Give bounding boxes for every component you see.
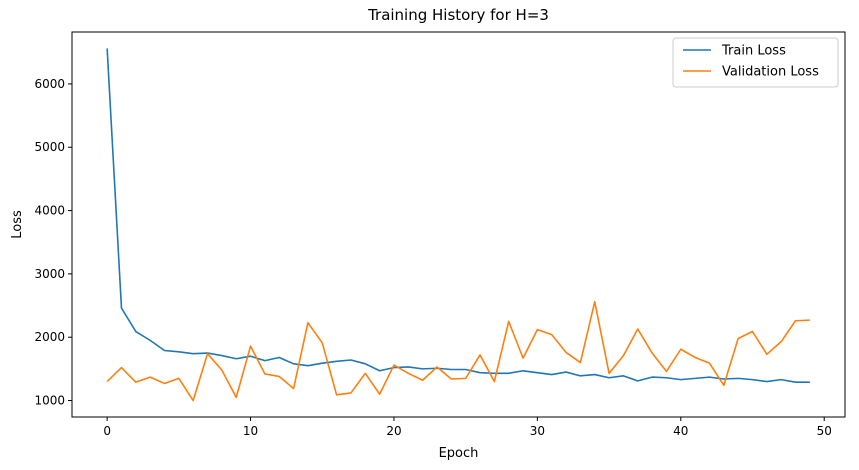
- y-tick-label: 6000: [34, 77, 65, 91]
- series-line-0: [106, 48, 810, 383]
- legend: Train Loss Validation Loss: [672, 37, 839, 88]
- series-line-1: [106, 300, 810, 402]
- y-tick-label: 1000: [34, 394, 65, 408]
- series-group: [106, 48, 810, 402]
- y-tick-label: 5000: [34, 140, 65, 154]
- y-tick-label: 3000: [34, 267, 65, 281]
- legend-label-1: Validation Loss: [722, 65, 819, 80]
- y-axis: 1000 2000 3000 4000 5000 6000: [34, 77, 72, 408]
- x-tick-label: 50: [817, 424, 832, 438]
- x-tick-label: 10: [243, 424, 258, 438]
- chart-title: Training History for H=3: [367, 6, 549, 24]
- x-tick-label: 20: [386, 424, 401, 438]
- y-tick-label: 4000: [34, 204, 65, 218]
- y-tick-label: 2000: [34, 330, 65, 344]
- y-axis-label: Loss: [10, 210, 25, 239]
- x-axis-label: Epoch: [439, 446, 479, 461]
- plot-frame: [71, 31, 846, 418]
- x-tick-label: 40: [673, 424, 688, 438]
- legend-box: [672, 37, 839, 88]
- legend-label-0: Train Loss: [721, 44, 786, 59]
- x-tick-label: 0: [103, 424, 111, 438]
- plot-area: [71, 31, 846, 418]
- x-tick-label: 30: [530, 424, 545, 438]
- x-axis: 0 10 20 30 40 50: [103, 417, 832, 438]
